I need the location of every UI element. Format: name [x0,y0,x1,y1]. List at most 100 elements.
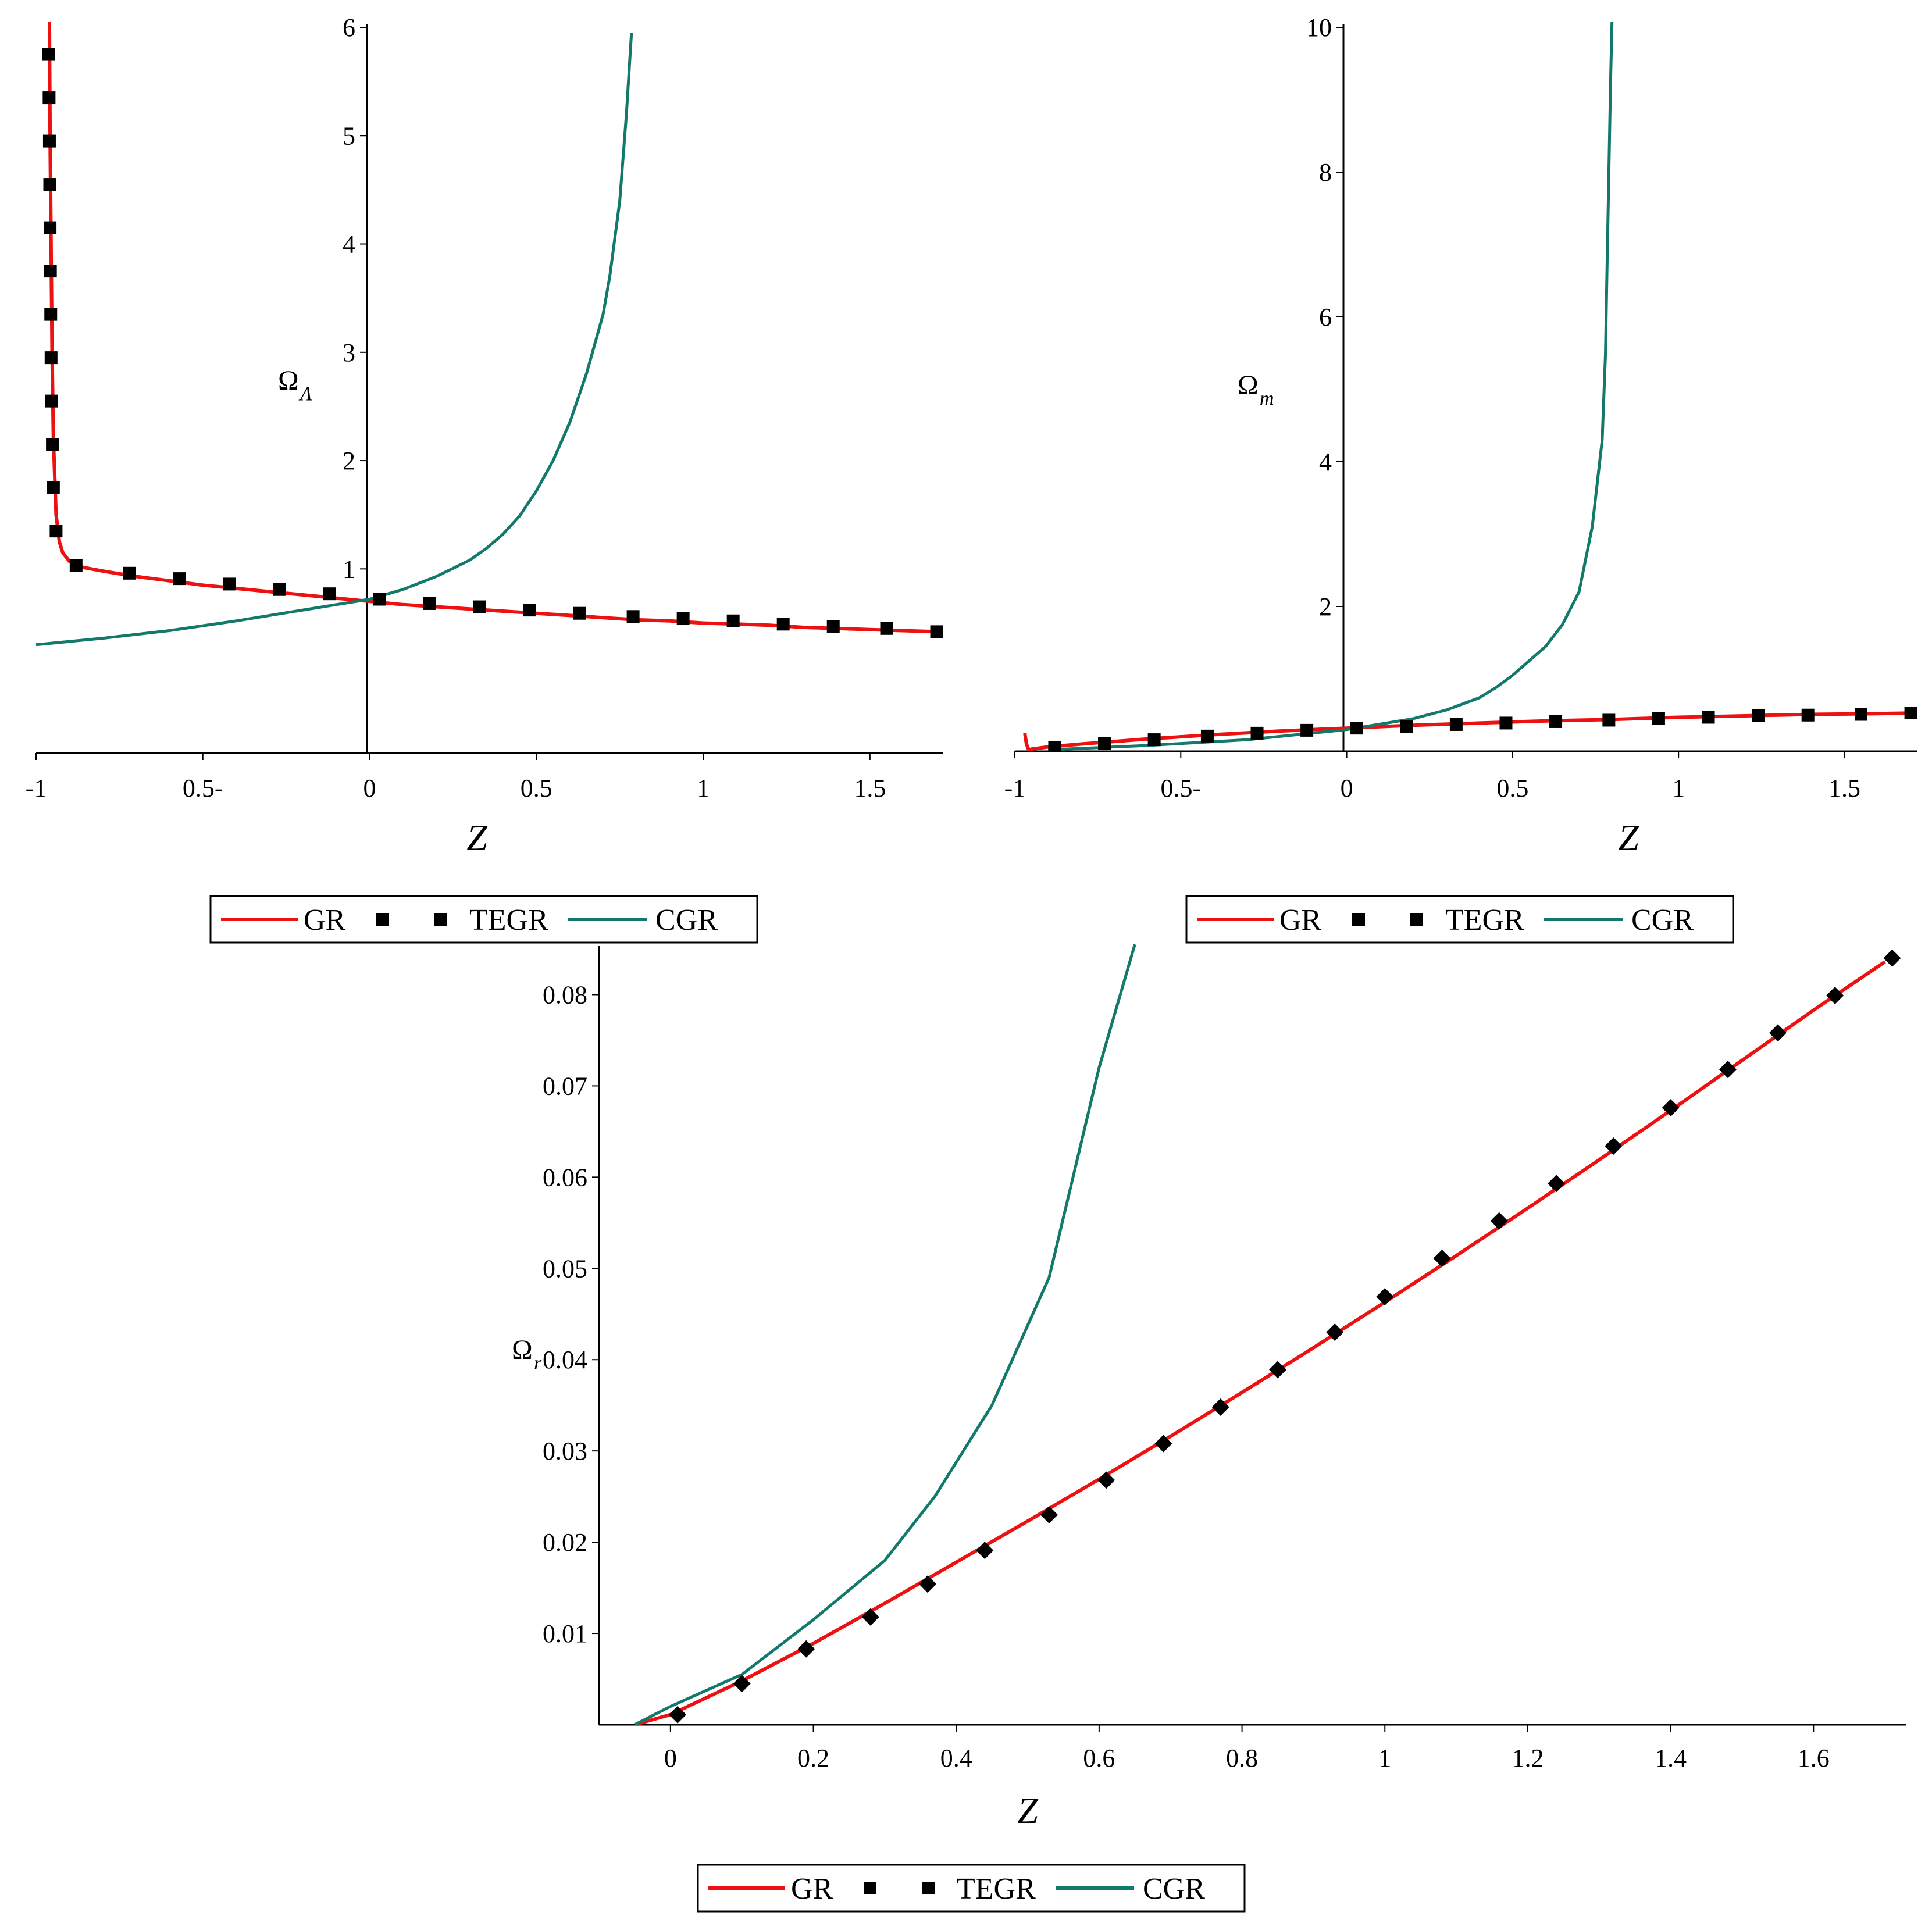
series-tegr-marker [1801,708,1815,722]
x-tick-label: -1 [26,774,47,802]
series-tegr-marker [1098,737,1111,750]
series-tegr-marker [273,583,286,596]
y-tick-label: 0.04 [543,1346,587,1374]
legend: GR TEGR CGR [209,895,758,944]
y-tick-label: 0.07 [543,1072,587,1100]
y-tick-label: 0.02 [543,1528,587,1557]
series-tegr-marker [44,221,57,234]
y-axis-label-subscript: Λ [298,383,312,405]
series-tegr-marker [1154,1435,1172,1453]
x-tick-label: 0 [363,774,376,802]
series-tegr-marker [1268,1361,1286,1379]
series-tegr-marker [1040,1506,1058,1524]
series-tegr-marker [323,587,336,601]
series-tegr-marker [44,351,58,365]
y-tick-label: 2 [343,447,355,475]
series-tegr-marker [1719,1061,1737,1079]
legend-tegr-swatch-marker [1352,913,1365,926]
series-tegr-marker [976,1542,994,1560]
series-tegr-marker [1769,1024,1787,1042]
series-tegr-marker [733,1675,751,1693]
x-tick-label: 1.5 [1828,774,1860,802]
series-tegr-marker [861,1608,879,1626]
series-tegr-marker [45,394,58,408]
series-tegr-marker [1376,1287,1394,1305]
y-tick-label: 0.03 [543,1437,587,1465]
series-tegr-marker [423,597,436,610]
series-tegr-marker [1702,711,1715,724]
x-tick-label: 1 [1378,1744,1391,1772]
y-tick-label: 8 [1319,158,1332,187]
y-tick-label: 1 [343,555,355,583]
x-tick-label: 0.8 [1226,1744,1258,1772]
plot-area [1023,22,1918,751]
y-tick-label: 6 [1319,303,1332,331]
series-tegr-marker [47,481,60,494]
series-cgr-line [35,33,633,647]
series-tegr-marker [69,559,83,572]
legend: GR TEGR CGR [1185,895,1734,944]
series-tegr-marker [1211,1398,1229,1416]
series-tegr-marker [1147,733,1161,747]
x-tick-label: 1 [1672,774,1685,802]
x-tick-label: 0.5 [1496,774,1528,802]
x-axis-label: Z [466,817,488,858]
panel-omega-m: -1 0.5- 0 0.5 1 1.5 2 4 6 8 10 Z Ω m GR TEGR CGR [1004,13,1918,944]
legend-tegr-label: TEGR [957,1872,1036,1906]
series-tegr-marker [373,593,386,606]
series-tegr-marker [223,577,236,591]
series-tegr-marker [1499,716,1513,730]
panel-omega-lambda: -1 0.5- 0 0.5 1 1.5 1 2 3 4 5 6 Z Ω Λ GR TEGR CGR [26,13,943,944]
x-tick-label: 0 [664,1744,677,1772]
series-tegr-marker [43,178,56,191]
legend-tegr-label: TEGR [1445,904,1524,937]
x-tick-label: 1.2 [1512,1744,1544,1772]
series-tegr-marker [1326,1323,1344,1341]
series-tegr-marker [49,525,63,538]
legend-tegr-label: TEGR [469,904,548,937]
series-tegr-marker [1548,1175,1566,1193]
series-tegr-marker [826,620,840,633]
series-tegr-marker [46,438,59,451]
series-tegr-marker [726,614,740,627]
series-tegr-marker [42,134,56,148]
legend-tegr-swatch-marker [434,913,447,926]
series-tegr-marker [1433,1250,1451,1268]
legend-gr-label: GR [304,904,346,937]
x-tick-label: -1 [1004,774,1026,802]
series-tegr-marker [1250,726,1264,740]
legend-tegr-swatch-marker [922,1882,935,1894]
series-tegr-marker [1350,722,1363,735]
x-tick-label: 1.4 [1655,1744,1687,1772]
series-tegr-marker [173,572,186,586]
y-tick-label: 2 [1319,593,1332,621]
x-tick-label: 1.6 [1798,1744,1830,1772]
y-axis-label: Ω [1238,370,1259,401]
x-tick-label: 0 [1341,774,1353,802]
series-tegr-marker [1752,709,1765,722]
x-axis-label: Z [1618,817,1639,858]
legend: GR TEGR CGR [697,1864,1246,1913]
series-tegr-marker [44,308,58,321]
series-cgr-line [634,944,1136,1725]
series-gr-line [47,22,937,634]
legend-box [209,895,758,944]
legend-gr-label: GR [791,1872,833,1906]
y-axis-label: Ω [278,365,299,396]
series-tegr-marker [880,622,893,635]
series-tegr-marker [797,1640,815,1658]
y-axis-label-subscript: m [1260,388,1274,409]
plot-area [634,944,1901,1725]
series-tegr-marker [42,91,56,105]
x-tick-label: 0.4 [940,1744,972,1772]
y-axis-label: Ω [512,1335,533,1365]
series-tegr-marker [1300,723,1314,737]
series-tegr-marker [1097,1471,1115,1489]
series-tegr-marker [573,606,586,620]
y-tick-label: 4 [1319,448,1332,476]
legend-gr-label: GR [1279,904,1322,937]
series-tegr-marker [1605,1137,1623,1155]
y-tick-label: 6 [343,13,355,42]
legend-cgr-label: CGR [1143,1872,1205,1906]
